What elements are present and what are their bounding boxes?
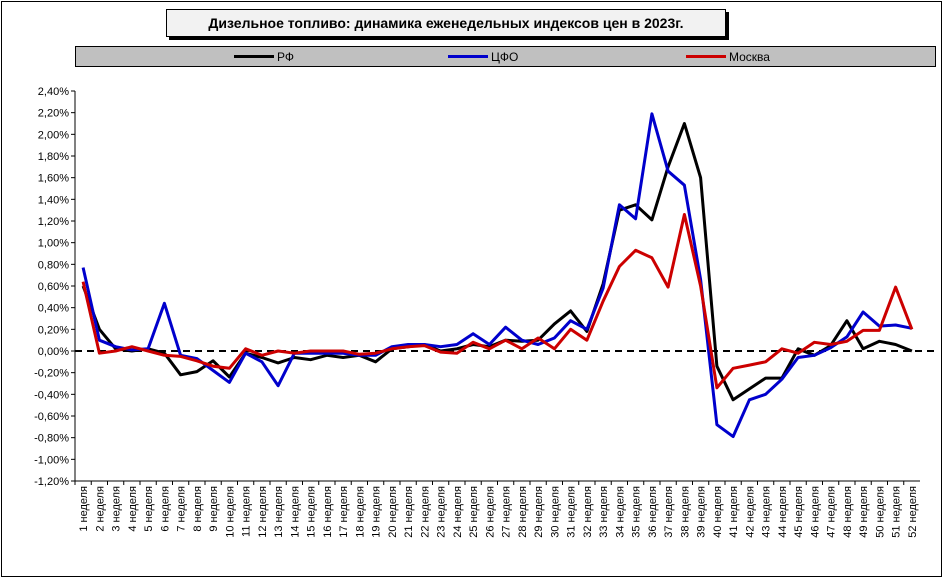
x-tick-label: 7 неделя: [176, 486, 188, 532]
y-tick-label: 0,80%: [38, 259, 69, 271]
x-tick-label: 16 неделя: [322, 486, 334, 538]
x-tick-label: 37 неделя: [663, 486, 675, 538]
x-tick-label: 8 неделя: [192, 486, 204, 532]
x-tick-label: 20 неделя: [387, 486, 399, 538]
legend-swatch-rf: [234, 55, 274, 58]
x-tick-label: 12 неделя: [257, 486, 269, 538]
x-tick-label: 28 неделя: [517, 486, 529, 538]
x-tick-label: 39 неделя: [696, 486, 708, 538]
x-tick-label: 27 неделя: [501, 486, 513, 538]
x-tick-label: 43 неделя: [761, 486, 773, 538]
x-tick-label: 9 неделя: [208, 486, 220, 532]
x-tick-label: 3 неделя: [111, 486, 123, 532]
x-tick-label: 4 неделя: [127, 486, 139, 532]
x-tick-label: 50 неделя: [874, 486, 886, 538]
x-tick-label: 2 неделя: [94, 486, 106, 532]
x-tick-label: 1 неделя: [78, 486, 90, 532]
x-tick-label: 30 неделя: [549, 486, 561, 538]
series-line-moscow: [81, 213, 914, 390]
x-tick-label: 40 неделя: [712, 486, 724, 538]
y-tick-label: 1,80%: [38, 151, 69, 163]
series-line-cfo: [81, 112, 913, 439]
y-tick-label: -0,60%: [34, 411, 69, 423]
legend-label-cfo: ЦФО: [491, 49, 519, 64]
y-tick-label: -1,00%: [34, 454, 69, 466]
x-tick-label: 34 неделя: [614, 486, 626, 538]
legend-label-rf: РФ: [277, 49, 294, 64]
y-tick-label: 0,40%: [38, 303, 69, 315]
x-tick-label: 14 неделя: [289, 486, 301, 538]
legend-swatch-moscow: [686, 55, 726, 58]
y-tick-label: -0,80%: [34, 433, 69, 445]
y-tick-label: -0,20%: [34, 368, 69, 380]
x-tick-label: 22 неделя: [419, 486, 431, 538]
x-tick-label: 13 неделя: [273, 486, 285, 538]
x-tick-label: 42 неделя: [744, 486, 756, 538]
x-tick-label: 10 неделя: [224, 486, 236, 538]
y-tick-label: 2,20%: [38, 108, 69, 120]
x-tick-label: 51 неделя: [891, 486, 903, 538]
x-tick-label: 18 неделя: [354, 486, 366, 538]
x-tick-label: 46 неделя: [809, 486, 821, 538]
x-tick-label: 47 неделя: [826, 486, 838, 538]
y-tick-label: 0,20%: [38, 324, 69, 336]
y-tick-label: 0,00%: [38, 346, 69, 358]
x-tick-label: 36 неделя: [647, 486, 659, 538]
y-tick-label: 1,20%: [38, 216, 69, 228]
legend-item-moscow: Москва: [686, 47, 770, 66]
legend-item-rf: РФ: [234, 47, 294, 66]
x-tick-label: 15 неделя: [306, 486, 318, 538]
x-tick-label: 6 неделя: [159, 486, 171, 532]
x-tick-label: 17 неделя: [338, 486, 350, 538]
y-tick-label: 2,40%: [38, 86, 69, 98]
x-tick-label: 41 неделя: [728, 486, 740, 538]
legend-swatch-cfo: [448, 55, 488, 58]
x-tick-label: 29 неделя: [533, 486, 545, 538]
chart-legend: РФ ЦФО Москва: [75, 46, 936, 67]
x-tick-label: 25 неделя: [468, 486, 480, 538]
x-tick-label: 24 неделя: [452, 486, 464, 538]
y-tick-label: -1,20%: [34, 476, 69, 488]
legend-item-cfo: ЦФО: [448, 47, 518, 66]
x-tick-label: 5 неделя: [143, 486, 155, 532]
x-tick-label: 23 неделя: [436, 486, 448, 538]
x-tick-label: 48 неделя: [842, 486, 854, 538]
series-line-rf: [81, 122, 913, 402]
chart-title: Дизельное топливо: динамика еженедельных…: [166, 9, 726, 37]
x-tick-label: 26 неделя: [484, 486, 496, 538]
x-tick-label: 35 неделя: [631, 486, 643, 538]
x-tick-label: 33 неделя: [598, 486, 610, 538]
x-tick-label: 38 неделя: [679, 486, 691, 538]
x-tick-label: 49 неделя: [858, 486, 870, 538]
x-tick-label: 21 неделя: [403, 486, 415, 538]
x-tick-label: 31 неделя: [566, 486, 578, 538]
y-tick-label: 0,60%: [38, 281, 69, 293]
x-tick-label: 52 неделя: [907, 486, 919, 538]
x-tick-label: 44 неделя: [777, 486, 789, 538]
y-tick-label: 1,00%: [38, 238, 69, 250]
x-tick-label: 11 неделя: [241, 486, 253, 537]
legend-label-moscow: Москва: [729, 49, 770, 64]
y-tick-label: 2,00%: [38, 129, 69, 141]
y-tick-label: -0,40%: [34, 389, 69, 401]
x-tick-label: 19 неделя: [371, 486, 383, 538]
x-tick-label: 45 неделя: [793, 486, 805, 538]
y-tick-label: 1,60%: [38, 173, 69, 185]
y-tick-label: 1,40%: [38, 194, 69, 206]
x-tick-label: 32 неделя: [582, 486, 594, 538]
